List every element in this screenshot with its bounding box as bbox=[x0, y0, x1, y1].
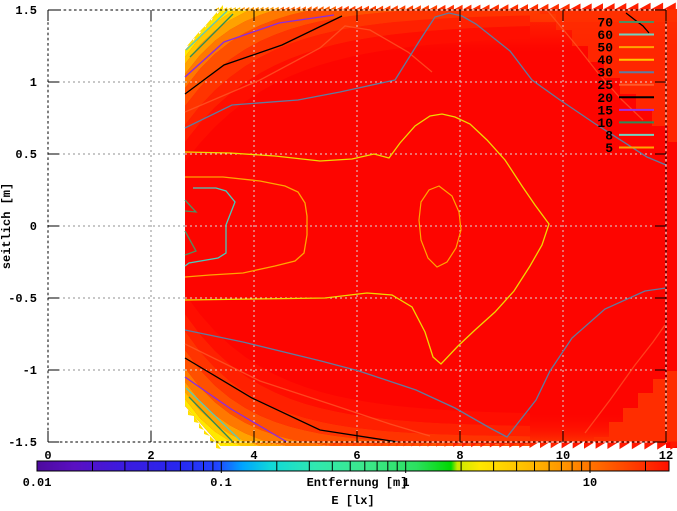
svg-text:0: 0 bbox=[44, 449, 51, 463]
svg-text:10: 10 bbox=[583, 476, 597, 490]
svg-text:4: 4 bbox=[250, 449, 257, 463]
svg-text:1: 1 bbox=[30, 76, 37, 90]
svg-text:2: 2 bbox=[147, 449, 154, 463]
svg-text:-1: -1 bbox=[23, 364, 37, 378]
svg-text:0.01: 0.01 bbox=[23, 476, 52, 490]
svg-text:10: 10 bbox=[556, 449, 570, 463]
svg-text:30: 30 bbox=[597, 66, 613, 81]
svg-text:seitlich [m]: seitlich [m] bbox=[0, 183, 14, 269]
svg-text:1: 1 bbox=[402, 476, 409, 490]
svg-text:8: 8 bbox=[456, 449, 463, 463]
svg-text:60: 60 bbox=[597, 28, 613, 43]
svg-text:1.5: 1.5 bbox=[15, 4, 37, 18]
svg-text:70: 70 bbox=[597, 16, 613, 31]
svg-text:Entfernung [m]: Entfernung [m] bbox=[307, 476, 408, 490]
svg-text:5: 5 bbox=[605, 141, 613, 156]
svg-text:-0.5: -0.5 bbox=[8, 292, 37, 306]
svg-text:25: 25 bbox=[597, 78, 613, 93]
svg-text:15: 15 bbox=[597, 103, 613, 118]
svg-text:50: 50 bbox=[597, 41, 613, 56]
svg-text:10: 10 bbox=[597, 116, 613, 131]
svg-text:0.1: 0.1 bbox=[210, 476, 232, 490]
svg-text:20: 20 bbox=[597, 91, 613, 106]
svg-text:0: 0 bbox=[30, 220, 37, 234]
svg-text:0.5: 0.5 bbox=[15, 148, 37, 162]
svg-text:40: 40 bbox=[597, 53, 613, 68]
svg-text:E [lx]: E [lx] bbox=[331, 494, 374, 508]
svg-text:6: 6 bbox=[353, 449, 360, 463]
svg-text:-1.5: -1.5 bbox=[8, 436, 37, 450]
svg-text:12: 12 bbox=[659, 449, 673, 463]
svg-text:8: 8 bbox=[605, 128, 613, 143]
